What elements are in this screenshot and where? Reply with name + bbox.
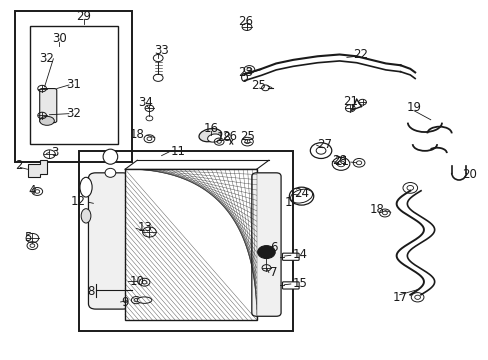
Text: 25: 25 <box>250 79 265 92</box>
Ellipse shape <box>137 297 152 303</box>
Text: 12: 12 <box>71 195 86 208</box>
Bar <box>30 26 118 144</box>
Text: 28: 28 <box>331 154 346 167</box>
Ellipse shape <box>40 116 54 125</box>
Circle shape <box>257 246 275 258</box>
Text: 3: 3 <box>51 145 58 158</box>
Text: 8: 8 <box>87 285 94 298</box>
FancyBboxPatch shape <box>40 89 57 123</box>
Ellipse shape <box>105 168 116 177</box>
Text: 6: 6 <box>270 241 277 254</box>
Text: 14: 14 <box>292 248 306 261</box>
Text: 22: 22 <box>352 48 367 61</box>
Text: 16: 16 <box>203 122 219 135</box>
Text: 18: 18 <box>130 127 145 141</box>
Ellipse shape <box>80 177 92 197</box>
Text: 15: 15 <box>292 278 306 291</box>
Text: 21: 21 <box>343 95 358 108</box>
Text: 4: 4 <box>29 184 36 197</box>
Text: 7: 7 <box>270 266 277 279</box>
FancyBboxPatch shape <box>251 173 281 316</box>
Text: 18: 18 <box>216 131 231 144</box>
Ellipse shape <box>241 73 247 81</box>
Text: 21: 21 <box>333 155 348 168</box>
Text: 30: 30 <box>52 32 66 45</box>
Text: 31: 31 <box>66 78 81 91</box>
Text: 17: 17 <box>392 291 407 304</box>
Text: 19: 19 <box>406 101 421 114</box>
Text: 29: 29 <box>76 10 91 23</box>
Text: 26: 26 <box>238 15 253 28</box>
Ellipse shape <box>103 149 118 164</box>
Text: 25: 25 <box>240 130 255 143</box>
Text: 1: 1 <box>284 196 291 209</box>
Bar <box>125 169 256 320</box>
Bar <box>79 151 293 330</box>
Polygon shape <box>27 159 47 177</box>
Text: 33: 33 <box>154 44 169 57</box>
Text: 5: 5 <box>24 231 31 244</box>
Text: 2: 2 <box>15 159 23 172</box>
Text: 20: 20 <box>461 168 476 181</box>
Text: 24: 24 <box>293 187 308 200</box>
Ellipse shape <box>207 134 221 142</box>
Text: 10: 10 <box>130 275 144 288</box>
Text: 13: 13 <box>138 221 152 234</box>
Ellipse shape <box>81 209 91 223</box>
Text: 32: 32 <box>40 51 54 64</box>
Text: 26: 26 <box>222 130 236 143</box>
Text: 11: 11 <box>170 145 185 158</box>
Text: 27: 27 <box>316 138 331 150</box>
FancyBboxPatch shape <box>282 253 299 260</box>
Text: 32: 32 <box>66 107 81 120</box>
Text: 18: 18 <box>369 203 384 216</box>
Text: 23: 23 <box>238 66 253 79</box>
FancyBboxPatch shape <box>282 282 299 289</box>
Bar <box>15 12 132 162</box>
Ellipse shape <box>199 129 221 142</box>
Text: 9: 9 <box>122 296 129 309</box>
FancyBboxPatch shape <box>88 173 130 309</box>
Text: 34: 34 <box>138 96 153 109</box>
